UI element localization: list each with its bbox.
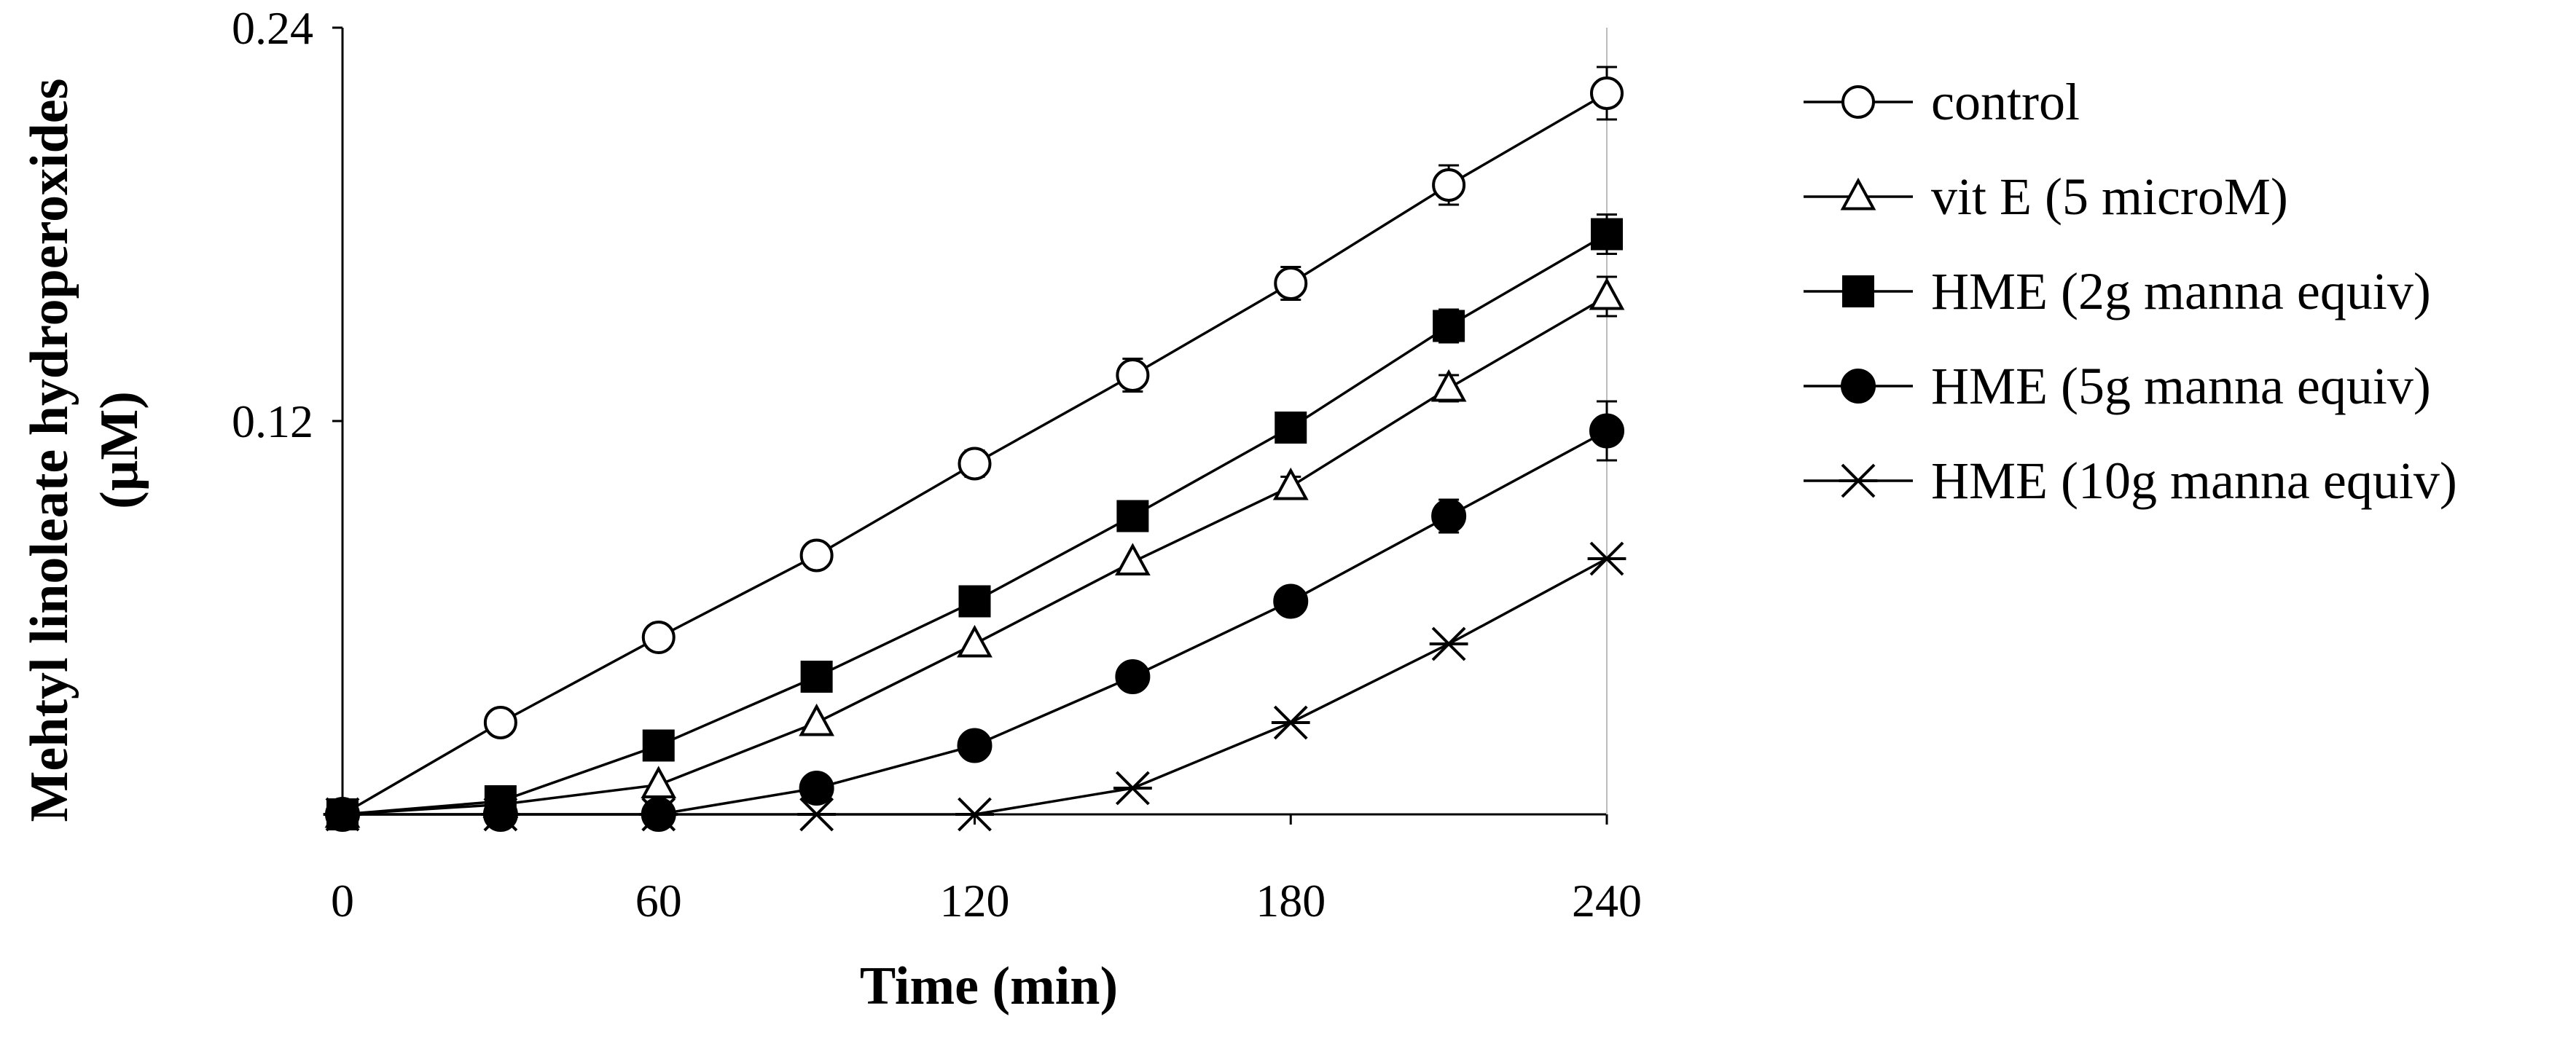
data-point [483,706,517,739]
legend: control vit E (5 microM) HME (2g manna equ… [1804,73,2457,510]
data-point [481,797,520,832]
legend-marker [1841,369,1876,404]
data-point [800,661,833,693]
legend-marker [1841,85,1875,119]
legend-item-1: control [1804,73,2080,131]
x-tick-label: 120 [940,875,1010,927]
data-point [1589,277,1625,310]
series-line [342,232,1608,816]
data-point [1591,218,1623,251]
data-point [641,621,676,654]
legend-label: control [1931,73,2080,131]
data-point [641,766,677,798]
data-point [957,624,993,658]
series-1 [326,66,1624,831]
legend-marker [1840,177,1876,211]
legend-item-2: vit E (5 microM) [1804,168,2288,226]
data-point [642,729,675,762]
data-point [1431,498,1467,534]
data-point [958,447,992,481]
data-point [799,538,834,573]
y-axis-title-line-1: Mehtyl linoleate hydroperoxides [20,79,79,822]
data-point [1430,369,1467,402]
y-tick-label: 0.12 [232,396,313,447]
x-tick-label: 60 [635,875,682,927]
legend-label: HME (2g manna equiv) [1931,262,2431,321]
data-point [1429,626,1468,661]
x-tick-label: 240 [1572,875,1642,927]
data-point [799,771,834,806]
series-layer [323,66,1626,832]
data-point [1113,771,1152,806]
legend-marker [1842,275,1874,307]
data-point [323,797,362,832]
legend-label: vit E (5 microM) [1931,168,2288,226]
data-point [639,797,678,832]
data-point [955,797,994,832]
data-point [1271,705,1310,740]
data-point [958,585,991,618]
data-point [1115,659,1151,694]
y-tick-label: 0.24 [232,2,313,54]
data-point [1590,76,1624,110]
data-point [1274,267,1308,300]
series-5 [323,541,1626,832]
data-point [1275,412,1307,444]
x-tick-label: 0 [331,875,354,927]
y-axis-title-line-2: (µM) [90,391,149,509]
legend-item-3: HME (2g manna equiv) [1804,262,2431,321]
data-point [797,797,837,832]
data-point [1589,413,1624,449]
x-axis-title: Time (min) [860,956,1118,1016]
legend-marker [1839,463,1878,498]
data-point [1116,358,1150,392]
legend-item-5: HME (10g manna equiv) [1804,452,2457,510]
data-point [957,728,993,763]
x-tick-label: 180 [1256,875,1326,927]
data-point [1273,583,1309,619]
legend-label: HME (5g manna equiv) [1931,357,2431,415]
axes: 0.12 0.24 0 60 120 180 240 [232,2,1642,927]
legend-item-4: HME (5g manna equiv) [1804,357,2431,415]
data-point [1433,310,1465,342]
data-point [799,703,834,736]
data-point [1115,543,1151,575]
data-point [1432,168,1466,202]
legend-label: HME (10g manna equiv) [1931,452,2457,510]
data-point [1587,541,1626,576]
data-point [1272,467,1309,500]
data-point [1116,500,1149,532]
